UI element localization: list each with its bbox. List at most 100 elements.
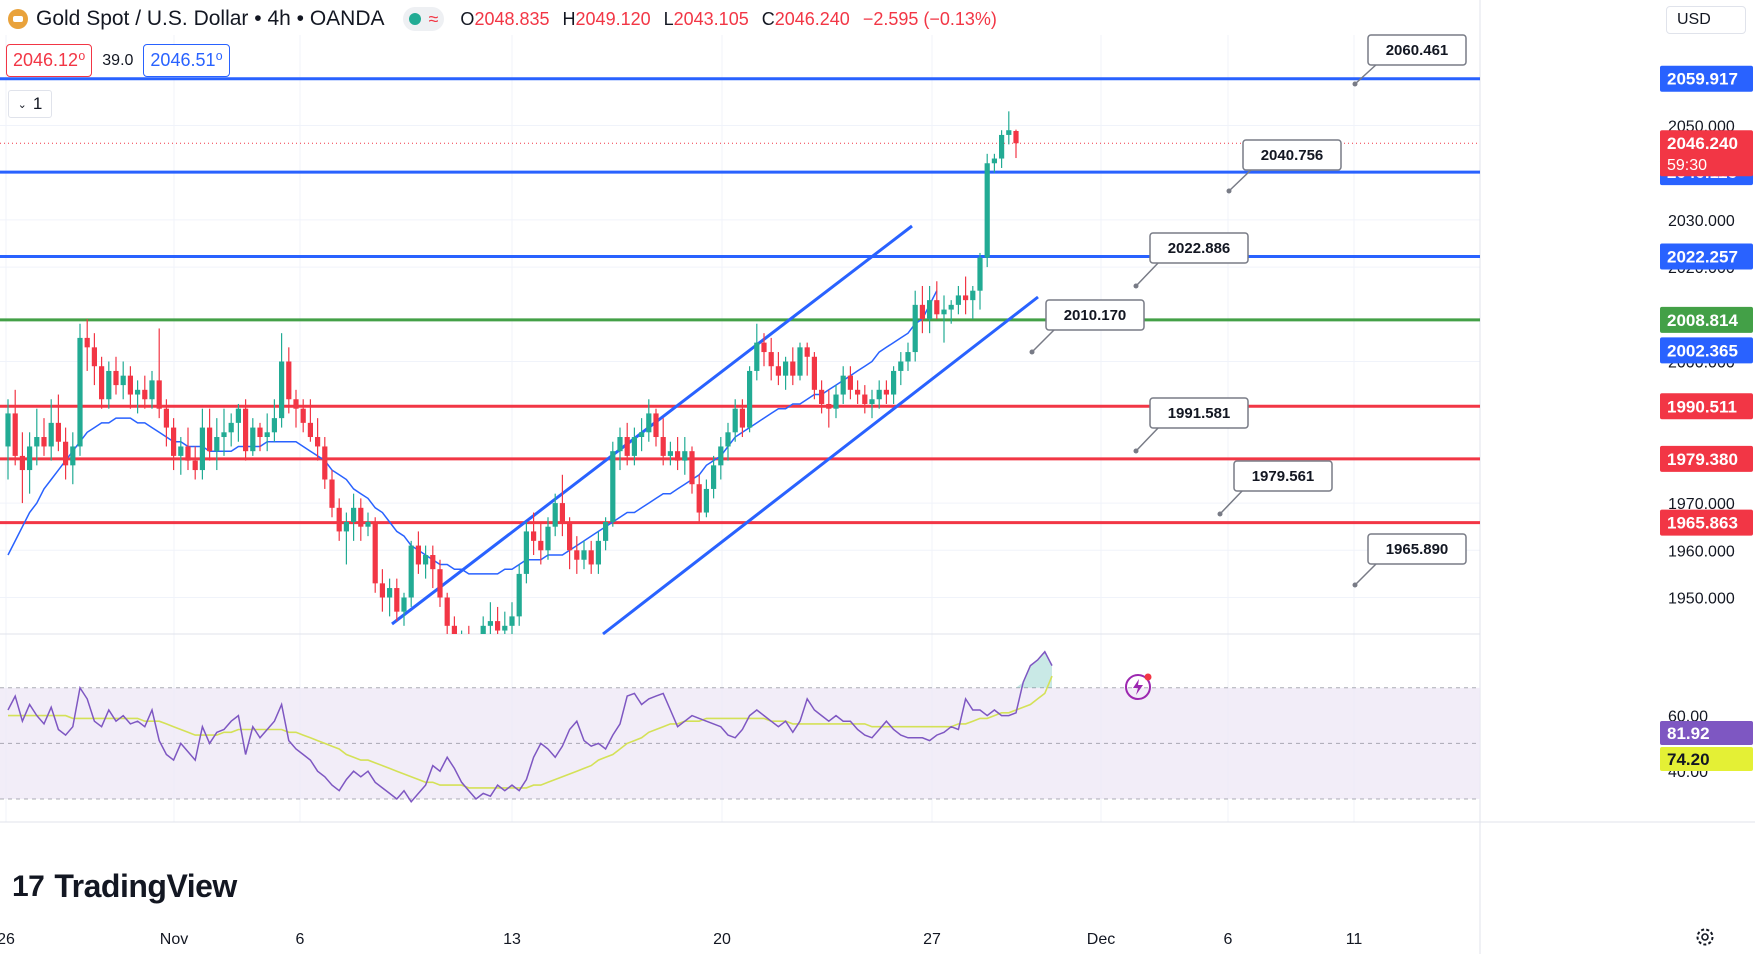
candle-body bbox=[257, 427, 263, 438]
level-price-tag[interactable]: 1979.380 bbox=[1660, 445, 1753, 472]
channel-line[interactable] bbox=[602, 295, 1039, 636]
candle-body bbox=[783, 361, 789, 376]
gear-icon[interactable] bbox=[1694, 926, 1716, 948]
change-value: −2.595 (−0.13%) bbox=[862, 8, 997, 29]
market-status-pill[interactable]: ≈ bbox=[402, 7, 445, 31]
indicators-toggle[interactable]: ⌄ 1 bbox=[8, 90, 52, 118]
candle-body bbox=[1006, 130, 1012, 135]
callout-leader bbox=[1135, 260, 1161, 287]
candle-body bbox=[228, 422, 234, 433]
candle-body bbox=[207, 427, 213, 452]
level-price-tag[interactable]: 2022.257 bbox=[1660, 243, 1753, 270]
level-price-tag[interactable]: 1965.863 bbox=[1660, 509, 1753, 536]
callout-leader bbox=[1228, 167, 1254, 192]
candle-body bbox=[315, 437, 321, 447]
price-callout[interactable]: 2040.756 bbox=[1226, 139, 1342, 194]
callout-leader bbox=[1135, 425, 1161, 452]
rsi-band bbox=[0, 687, 1480, 800]
price-tick-label: 1960.000 bbox=[1668, 543, 1735, 560]
candle-body bbox=[999, 134, 1005, 159]
candle-body bbox=[415, 545, 421, 565]
candle-body bbox=[631, 437, 637, 456]
countdown-timer: 59:30 bbox=[1667, 157, 1707, 174]
candle-body bbox=[567, 521, 573, 551]
ohlc-values: O2048.835 H2049.120 L2043.105 C2046.240 … bbox=[460, 8, 997, 29]
callout-box bbox=[1045, 299, 1145, 331]
callout-anchor bbox=[1352, 582, 1358, 588]
price-callout[interactable]: 2060.461 bbox=[1352, 34, 1467, 87]
candle-body bbox=[855, 389, 861, 395]
candle-body bbox=[898, 361, 904, 371]
rsi-ma-line bbox=[8, 675, 1053, 789]
currency-label: USD bbox=[1677, 11, 1711, 28]
time-tick-label: Nov bbox=[160, 931, 188, 948]
candle-body bbox=[358, 507, 364, 527]
tradingview-logo: 17 TradingView bbox=[12, 868, 237, 905]
time-tick-label: 11 bbox=[1346, 931, 1363, 948]
channel-line[interactable] bbox=[391, 224, 913, 626]
rsi-value-text: 81.92 bbox=[1667, 724, 1710, 743]
price-callout[interactable]: 1991.581 bbox=[1133, 397, 1249, 454]
level-price-tag-bg bbox=[1660, 393, 1753, 420]
level-price-tag[interactable]: 2059.917 bbox=[1660, 65, 1753, 92]
candle-body bbox=[826, 403, 832, 409]
lightning-icon[interactable] bbox=[1123, 672, 1153, 702]
rsi-line bbox=[7, 650, 1053, 804]
candle-body bbox=[905, 352, 911, 362]
level-price-tag[interactable]: 1990.511 bbox=[1660, 393, 1753, 420]
candle-body bbox=[12, 413, 18, 456]
interval-label[interactable]: 4h bbox=[267, 7, 291, 30]
current-price-tag[interactable]: 2046.240 59:30 bbox=[1660, 130, 1753, 177]
price-tick-label: 2030.000 bbox=[1668, 213, 1735, 230]
separator-dot: • bbox=[248, 7, 268, 30]
level-price-tag[interactable]: 2002.365 bbox=[1660, 337, 1753, 364]
candle-body bbox=[977, 257, 983, 291]
candle-body bbox=[401, 597, 407, 612]
candle-body bbox=[725, 432, 731, 447]
price-callout[interactable]: 2010.170 bbox=[1029, 299, 1145, 355]
price-callout[interactable]: 2022.886 bbox=[1133, 232, 1249, 289]
callout-box bbox=[1367, 533, 1467, 565]
trend-channel[interactable] bbox=[391, 224, 1039, 636]
currency-select[interactable]: USD bbox=[1666, 6, 1746, 34]
sell-button[interactable]: 2046.12⁰ bbox=[6, 44, 93, 77]
callout-leader bbox=[1031, 327, 1057, 353]
current-price-value: 2046.240 bbox=[1667, 134, 1738, 153]
callout-label: 2040.756 bbox=[1261, 147, 1324, 164]
level-price-tag-text: 2022.257 bbox=[1667, 247, 1738, 266]
candle-body bbox=[271, 418, 277, 433]
price-callout[interactable]: 1979.561 bbox=[1217, 460, 1333, 517]
candle-body bbox=[847, 375, 853, 390]
candle-body bbox=[761, 342, 767, 353]
candle-body bbox=[343, 521, 349, 532]
candle-body bbox=[163, 408, 169, 428]
time-tick-label: 6 bbox=[1224, 931, 1233, 948]
rsi-value-bg bbox=[1660, 721, 1753, 745]
candle-body bbox=[142, 389, 148, 400]
callout-label: 1991.581 bbox=[1168, 405, 1231, 422]
price-callout[interactable]: 1965.890 bbox=[1352, 533, 1467, 588]
horizontal-levels[interactable] bbox=[0, 77, 1480, 525]
level-price-tag[interactable]: 2008.814 bbox=[1660, 306, 1753, 333]
price-callouts[interactable]: 2060.461 2040.756 2022.886 2010.170 1991.581… bbox=[1029, 34, 1467, 588]
time-axis[interactable]: 26 Nov 6 13 20 27 Dec 6 11 bbox=[0, 931, 1362, 948]
buy-button[interactable]: 2046.51⁰ bbox=[143, 44, 230, 77]
candle-body bbox=[185, 446, 191, 461]
candle-body bbox=[581, 550, 587, 560]
high-value: 2049.120 bbox=[575, 8, 651, 29]
level-price-tag-text: 2059.917 bbox=[1667, 70, 1738, 89]
symbol-name[interactable]: Gold Spot / U.S. Dollar bbox=[36, 7, 249, 30]
candle-body bbox=[235, 408, 241, 423]
candle-body bbox=[703, 488, 709, 513]
level-price-tag-text: 2002.365 bbox=[1667, 341, 1738, 360]
callout-label: 1979.561 bbox=[1252, 468, 1315, 485]
candle-body bbox=[739, 408, 745, 428]
candle-body bbox=[480, 625, 486, 634]
candle-body bbox=[221, 432, 227, 438]
candle-body bbox=[718, 446, 724, 466]
price-axis[interactable]: 2050.0002040.0002030.0002020.0002000.000… bbox=[1660, 65, 1753, 782]
time-tick-label: Dec bbox=[1087, 931, 1115, 948]
candle-body bbox=[5, 413, 11, 447]
level-price-tag-bg bbox=[1660, 445, 1753, 472]
